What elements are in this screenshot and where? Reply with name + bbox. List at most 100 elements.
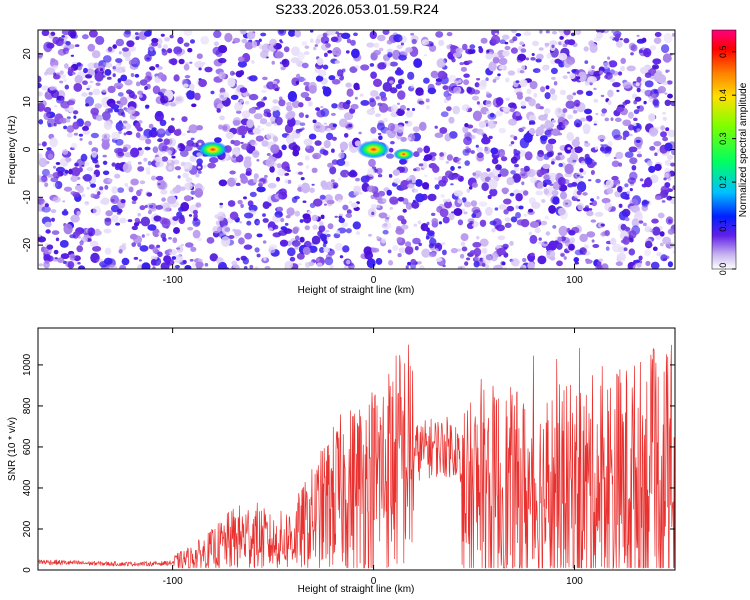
heatmap-cell (661, 44, 670, 54)
heatmap-cell (104, 69, 112, 76)
heatmap-cell (284, 179, 289, 184)
heatmap-cell (639, 49, 644, 53)
heatmap-cell (322, 64, 329, 70)
heatmap-cell (395, 84, 402, 89)
heatmap-cell (552, 31, 557, 35)
heatmap-cell (231, 147, 241, 157)
heatmap-cell (457, 219, 464, 226)
heatmap-cell (489, 220, 497, 226)
heatmap-cell (288, 142, 298, 151)
heatmap-cell (231, 260, 238, 266)
heatmap-cell (187, 48, 193, 53)
heatmap-cell (57, 257, 65, 263)
heatmap-cell (495, 164, 502, 171)
heatmap-cell (371, 211, 375, 216)
heatmap-cell (417, 147, 423, 153)
heatmap-cell (61, 30, 70, 36)
heatmap-cell (51, 230, 60, 236)
heatmap-cell (442, 249, 447, 256)
heatmap-cell (281, 144, 287, 151)
heatmap-cell (438, 179, 447, 187)
heatmap-cell (616, 89, 620, 93)
heatmap-cell (38, 236, 46, 243)
heatmap-cell (135, 132, 141, 139)
tick-label: 0.3 (718, 132, 728, 145)
heatmap-cell (244, 212, 254, 219)
heatmap-cell (502, 50, 510, 57)
heatmap-cell (516, 91, 523, 97)
heatmap-cell (450, 247, 458, 254)
heatmap-cell (287, 247, 296, 257)
heatmap-cell (189, 258, 194, 262)
heatmap-cell (576, 89, 584, 95)
heatmap-cell (207, 162, 216, 169)
heatmap-cell (501, 187, 509, 194)
heatmap-cell (95, 82, 101, 86)
heatmap-cell (335, 230, 340, 235)
heatmap-cell (60, 253, 70, 259)
heatmap-cell (155, 112, 163, 117)
heatmap-cell (586, 231, 596, 238)
heatmap-cell (541, 199, 546, 203)
heatmap-cell (73, 83, 83, 92)
heatmap-cell (664, 142, 673, 152)
heatmap-cell (164, 37, 171, 42)
heatmap-cell (313, 121, 323, 133)
heatmap-cell (633, 260, 637, 264)
heatmap-cell (88, 91, 93, 96)
heatmap-cell (444, 200, 452, 209)
heatmap-cell (605, 146, 612, 152)
heatmap-cell (522, 257, 527, 263)
heatmap-cell (555, 155, 561, 161)
heatmap-cell (241, 134, 245, 139)
heatmap-cell (655, 235, 662, 240)
heatmap-cell (90, 252, 100, 263)
heatmap-cell (151, 127, 157, 132)
heatmap-cell (194, 188, 203, 198)
heatmap-cell (234, 102, 243, 112)
heatmap-cell (370, 247, 380, 253)
heatmap-cell (400, 136, 407, 142)
heatmap-cell (579, 168, 584, 173)
heatmap-cell (229, 170, 236, 175)
heatmap-cell (178, 58, 185, 65)
heatmap-cell (557, 207, 566, 216)
heatmap-cell (219, 204, 223, 209)
heatmap-cell (472, 110, 482, 121)
heatmap-cell (369, 97, 375, 103)
heatmap-cell (653, 141, 662, 147)
heatmap-cell (472, 241, 482, 248)
heatmap-cell (626, 65, 636, 72)
heatmap-cell (529, 127, 536, 136)
heatmap-cell (99, 199, 107, 205)
heatmap-cell (633, 109, 640, 115)
heatmap-cell (280, 226, 287, 231)
heatmap-cell (375, 96, 380, 100)
heatmap-cell (543, 182, 547, 187)
heatmap-cell (626, 190, 631, 195)
heatmap-cell (575, 103, 580, 107)
heatmap-cell (276, 206, 283, 213)
heatmap-cell (240, 30, 247, 35)
heatmap-cell (253, 173, 259, 180)
heatmap-cell (470, 150, 475, 154)
heatmap-cell (194, 92, 201, 101)
heatmap-cell (386, 189, 392, 196)
heatmap-cell (358, 191, 363, 195)
heatmap-cell (459, 253, 465, 259)
heatmap-cell (568, 243, 575, 251)
heatmap-cell (146, 170, 151, 175)
heatmap-cell (427, 193, 437, 202)
heatmap-cell (635, 82, 640, 87)
heatmap-cell (131, 195, 138, 201)
heatmap-cell (503, 209, 509, 215)
heatmap-cell (44, 203, 49, 208)
heatmap-cell (272, 80, 278, 85)
heatmap-cell (510, 134, 515, 138)
heatmap-cell (427, 87, 437, 95)
heatmap-cell (160, 189, 168, 195)
heatmap-cell (558, 122, 563, 127)
heatmap-cell (333, 184, 337, 189)
heatmap-cell (590, 198, 594, 202)
